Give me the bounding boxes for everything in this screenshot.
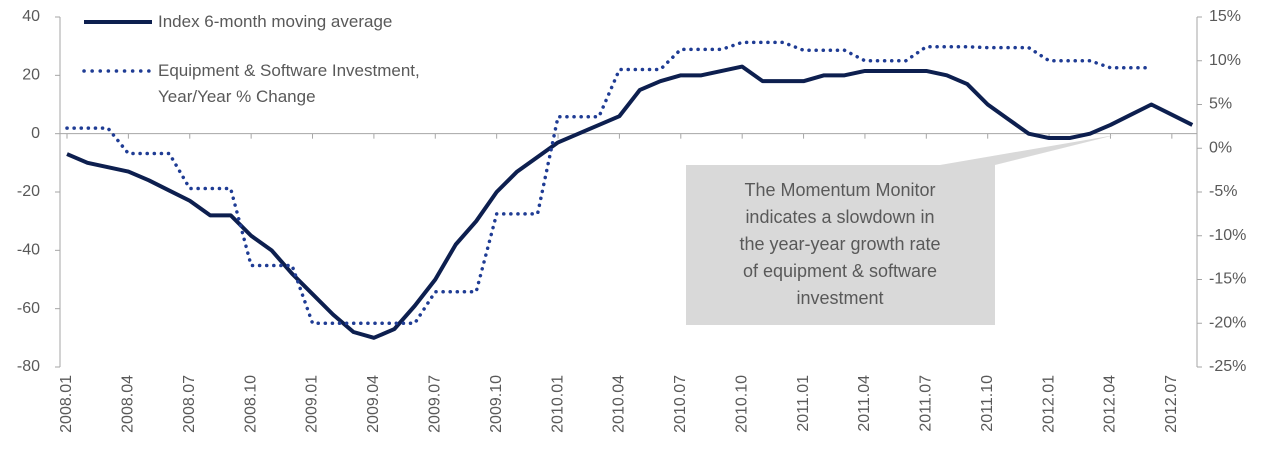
y2-tick-label: 15% — [1209, 8, 1241, 25]
y-tick-label: 20 — [22, 67, 40, 84]
annotation-text: of equipment & software — [743, 261, 937, 281]
x-tick-label: 2011.04 — [856, 375, 873, 432]
x-tick-label: 2012.04 — [1102, 375, 1119, 433]
x-tick-label: 2010.04 — [611, 375, 628, 433]
annotation-box — [686, 165, 995, 325]
y-tick-label: -60 — [17, 300, 40, 317]
annotation-text: indicates a slowdown in — [745, 207, 934, 227]
annotation-text: investment — [796, 288, 883, 308]
x-tick-label: 2010.10 — [733, 375, 750, 433]
y2-tick-label: 5% — [1209, 96, 1232, 113]
x-tick-label: 2008.04 — [120, 375, 137, 433]
x-tick-label: 2008.07 — [181, 375, 198, 433]
x-tick-label: 2009.07 — [426, 375, 443, 433]
y2-tick-label: -15% — [1209, 271, 1246, 288]
x-tick-label: 2012.01 — [1040, 375, 1057, 433]
x-tick-label: 2010.07 — [672, 375, 689, 433]
x-tick-label: 2009.04 — [365, 375, 382, 433]
x-tick-label: 2011.01 — [795, 375, 812, 432]
y2-tick-label: -5% — [1209, 183, 1237, 200]
x-tick-label: 2008.10 — [242, 375, 259, 433]
y2-tick-label: -20% — [1209, 314, 1246, 331]
y-tick-label: 40 — [22, 8, 40, 25]
x-tick-label: 2009.01 — [304, 375, 321, 433]
y2-tick-label: 10% — [1209, 52, 1241, 69]
x-tick-label: 2011.07 — [918, 375, 935, 432]
x-tick-label: 2011.10 — [979, 375, 996, 432]
series-line — [66, 64, 1194, 340]
y-tick-label: -20 — [17, 183, 40, 200]
x-tick-label: 2010.01 — [549, 375, 566, 433]
legend-label: Index 6-month moving average — [158, 12, 393, 31]
y2-tick-label: -25% — [1209, 358, 1246, 375]
x-tick-label: 2009.10 — [488, 375, 505, 433]
series-line — [65, 40, 1154, 325]
annotation-pointer — [940, 135, 1115, 165]
annotation-text: the year-year growth rate — [739, 234, 940, 254]
x-tick-label: 2008.01 — [58, 375, 75, 433]
y2-tick-label: 0% — [1209, 139, 1232, 156]
y-tick-label: -80 — [17, 358, 40, 375]
x-tick-label: 2012.07 — [1163, 375, 1180, 433]
y-tick-label: -40 — [17, 242, 40, 259]
y-tick-label: 0 — [31, 125, 40, 142]
y2-tick-label: -10% — [1209, 227, 1246, 244]
annotation-text: The Momentum Monitor — [744, 180, 935, 200]
legend-label: Equipment & Software Investment, Year/Ye… — [158, 61, 420, 106]
